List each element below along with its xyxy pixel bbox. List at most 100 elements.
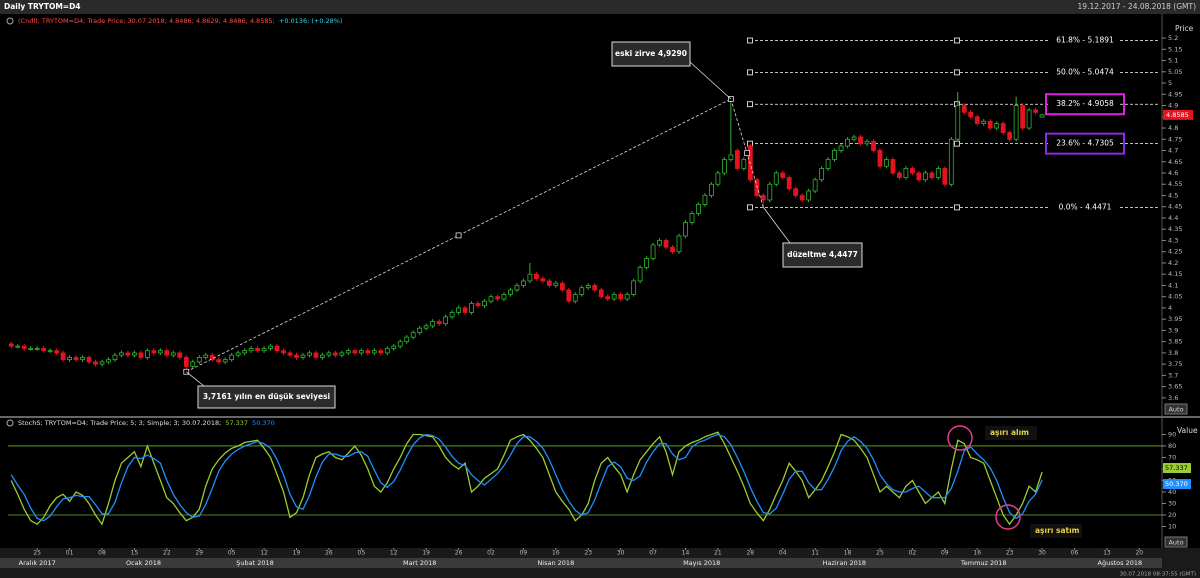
candle-body	[54, 350, 60, 354]
candle-body	[378, 350, 384, 354]
candle-body	[585, 285, 591, 289]
candle-body	[326, 352, 332, 356]
y-tick-label: 4.4	[1168, 214, 1178, 222]
fib-label-bg	[1050, 99, 1120, 110]
value-tag	[1163, 463, 1191, 474]
date-range: 19.12.2017 - 24.08.2018 (GMT)	[1078, 2, 1197, 11]
fib-handle	[954, 37, 960, 44]
trend-handle	[744, 150, 750, 157]
y-tick-label: 4.5	[1168, 191, 1178, 199]
fib-handle	[747, 204, 753, 211]
callout-line	[186, 371, 205, 387]
x-tick-label: 30	[617, 550, 625, 557]
candle-body	[190, 361, 196, 367]
candle-body	[799, 195, 805, 201]
candle-body	[676, 235, 682, 253]
candle-body	[203, 354, 209, 358]
candle-body	[99, 361, 105, 365]
candle-body	[611, 294, 617, 300]
candle-body	[469, 303, 474, 313]
y-tick-label: 5	[1168, 79, 1172, 87]
candle-body	[417, 327, 423, 334]
candle-body	[8, 343, 14, 347]
candle-body	[657, 240, 662, 246]
candle-body	[274, 345, 280, 352]
y-tick-label: 4.75	[1168, 135, 1182, 143]
candle-body	[462, 307, 468, 313]
candle-body	[404, 336, 410, 343]
candle-body	[345, 350, 351, 354]
callout-circle	[995, 504, 1021, 530]
y-tick-label: 5.05	[1168, 68, 1182, 76]
candle-body	[495, 296, 500, 300]
candle-body	[968, 111, 974, 118]
candle-body	[871, 141, 876, 151]
candle-body	[410, 332, 416, 338]
y-tick-label: 4.35	[1168, 225, 1182, 233]
candle-body	[508, 289, 513, 295]
fib-label: 38.2% - 4.9058	[1056, 99, 1114, 108]
fib-handle	[954, 204, 960, 211]
candle-body	[456, 307, 461, 313]
candle-body	[935, 168, 941, 178]
candle-body	[352, 350, 358, 354]
y-tick-label: 3.8	[1168, 349, 1178, 357]
x-tick-label: 23	[584, 550, 592, 557]
candle-body	[948, 138, 954, 185]
x-tick-label: 13	[1103, 550, 1111, 557]
candle-body	[884, 159, 889, 167]
candle-body	[339, 352, 345, 356]
y-tick-label: 5.2	[1168, 34, 1178, 42]
candle-body	[248, 348, 254, 352]
candle-body	[268, 345, 273, 349]
candle-body	[112, 354, 118, 361]
legend: (Cndl); TRYTOM=D4; Trade Price; 30.07.20…	[18, 17, 343, 25]
candle-body	[235, 352, 241, 356]
candle-body	[242, 350, 248, 354]
candle-body	[177, 352, 183, 358]
legend-change: +0.0136; (+0.28%)	[279, 17, 343, 25]
month-bar	[0, 558, 1162, 568]
candle-body	[579, 287, 585, 295]
callout-box	[985, 426, 1037, 440]
candle-body	[157, 350, 163, 354]
value-tag	[1163, 479, 1191, 490]
x-tick-label: 05	[228, 550, 236, 557]
y-tick-label: 4.55	[1168, 180, 1182, 188]
fib-label-bg	[1050, 138, 1120, 149]
candle-body	[702, 195, 708, 205]
y-tick-label: 3.65	[1168, 383, 1182, 391]
candle-body	[482, 300, 487, 307]
y-tick-label: 4.8	[1168, 124, 1178, 132]
legend-icon	[6, 17, 14, 25]
y-tick-label: 4.7	[1168, 147, 1178, 155]
x-tick-label: 16	[552, 550, 560, 557]
month-label: Nisan 2018	[537, 559, 574, 567]
candle-body	[93, 361, 98, 365]
fib-handle	[747, 69, 753, 76]
x-tick-label: 12	[390, 550, 398, 557]
candle-body	[741, 159, 747, 169]
candle-body	[559, 282, 565, 291]
candle-body	[313, 352, 319, 358]
candle-body	[125, 352, 131, 356]
candle-body	[229, 354, 235, 361]
fib-highlight	[1045, 132, 1125, 155]
y-tick-label: 4	[1168, 304, 1172, 312]
candle-body	[216, 359, 222, 363]
candle-body	[566, 289, 572, 302]
fib-handle	[747, 101, 753, 108]
candle-body	[261, 348, 267, 352]
candle-body	[151, 350, 157, 354]
candle-body	[391, 345, 397, 349]
footer-time: 30.07.2018 08:37:55 (GMT)	[1120, 572, 1196, 578]
y-tick-label: 3.85	[1168, 338, 1182, 346]
y-tick-label: 30	[1168, 499, 1176, 507]
candle-body	[196, 357, 202, 363]
legend-text: (Cndl); TRYTOM=D4; Trade Price; 30.07.20…	[18, 17, 275, 25]
legend-text: StochS; TRYTOM=D4; Trade Price; 5; 3; Si…	[18, 419, 221, 427]
candle-body	[332, 352, 338, 356]
x-tick-label: 30	[1038, 550, 1046, 557]
candle-body	[663, 240, 669, 248]
x-tick-label: 06	[1071, 550, 1079, 557]
